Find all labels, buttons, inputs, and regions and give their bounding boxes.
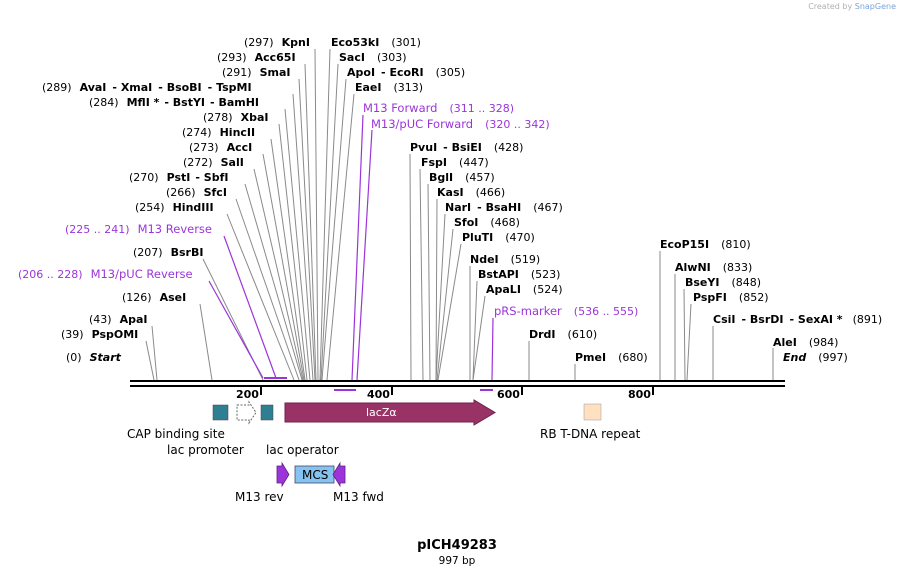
enzyme-AseI: (126) AseI xyxy=(122,291,186,304)
enzyme-MflI-group: (284) MflI * - BstYI - BamHI xyxy=(89,96,259,109)
enzyme-BseYI: BseYI (848) xyxy=(685,276,761,289)
enzyme-SfcI: (266) SfcI xyxy=(166,186,227,199)
m13-fwd-arrow xyxy=(332,461,346,488)
enzyme-ApoI-group: ApoI - EcoRI (305) xyxy=(347,66,465,79)
ruler-label-800: 800 xyxy=(628,388,651,401)
primer-m13-forward: M13 Forward (311 .. 328) xyxy=(363,101,514,115)
lac-promoter-label: lac promoter xyxy=(167,443,244,457)
mcs-label: MCS xyxy=(302,468,328,482)
enzyme-SmaI: (291) SmaI xyxy=(222,66,291,79)
lacZ-alpha-label: lacZα xyxy=(366,406,397,419)
cap-binding-site-box xyxy=(212,404,229,421)
ruler-label-600: 600 xyxy=(497,388,520,401)
enzyme-ApaLI: ApaLI (524) xyxy=(486,283,563,296)
features: lacZα CAP binding site lac promoter lac … xyxy=(127,399,641,504)
lac-operator-label: lac operator xyxy=(266,443,339,457)
snapgene-credit: Created by SnapGene xyxy=(808,2,896,11)
primer-prs-marker: pRS-marker (536 .. 555) xyxy=(494,304,638,318)
enzyme-PspFI: PspFI (852) xyxy=(693,291,769,304)
sequence-start: (0) Start xyxy=(66,351,122,364)
primer-m13-reverse: (225 .. 241) M13 Reverse xyxy=(65,222,212,236)
ruler-label-400: 400 xyxy=(367,388,390,401)
m13-rev-arrow xyxy=(276,461,290,488)
snapgene-brand: SnapGene xyxy=(854,2,896,11)
ruler-label-200: 200 xyxy=(236,388,259,401)
enzyme-labels-right: Eco53kI (301) SacI (303) ApoI - EcoRI (305) … xyxy=(331,36,882,364)
credit-prefix: Created by xyxy=(808,2,853,11)
primer-leader-lines xyxy=(208,114,494,391)
enzyme-HindIII: (254) HindIII xyxy=(135,201,214,214)
plasmid-name: pICH49283 xyxy=(417,538,497,553)
enzyme-DrdI: DrdI (610) xyxy=(529,328,597,341)
enzyme-PstI-group: (270) PstI - SbfI xyxy=(129,171,228,184)
sequence-end: End (997) xyxy=(783,351,848,364)
enzyme-Eco53kI: Eco53kI (301) xyxy=(331,36,421,49)
enzyme-AlwNI: AlwNI (833) xyxy=(675,261,752,274)
enzyme-PluTI: PluTI (470) xyxy=(462,231,535,244)
rb-tdna-repeat-label: RB T-DNA repeat xyxy=(540,427,641,441)
primer-m13-puc-forward: M13/pUC Forward (320 .. 342) xyxy=(371,117,550,131)
dna-backbone xyxy=(130,380,785,387)
enzyme-SacI: SacI (303) xyxy=(339,51,407,64)
enzyme-AleI: AleI (984) xyxy=(773,336,838,349)
enzyme-PmeI: PmeI (680) xyxy=(575,351,648,364)
primer-m13-puc-reverse: (206 .. 228) M13/pUC Reverse xyxy=(18,267,193,281)
lac-promoter-arrow xyxy=(236,400,257,425)
enzyme-PspOMI: (39) PspOMI xyxy=(61,328,138,341)
enzyme-NarI-group: NarI - BsaHI (467) xyxy=(445,201,563,214)
enzyme-labels-left: (297) KpnI (293) Acc65I (291) SmaI (289) Ava… xyxy=(42,36,310,364)
enzyme-SfoI: SfoI (468) xyxy=(454,216,520,229)
lacZ-alpha-arrow xyxy=(284,399,496,426)
enzyme-AccI: (273) AccI xyxy=(189,141,252,154)
enzyme-AvaI-group: (289) AvaI - XmaI - BsoBI - TspMI xyxy=(42,81,252,94)
enzyme-NdeI: NdeI (519) xyxy=(470,253,540,266)
ruler: 200 400 600 800 xyxy=(236,386,654,401)
lac-operator-box xyxy=(260,404,274,421)
enzyme-BglI: BglI (457) xyxy=(429,171,495,184)
enzyme-SalI: (272) SalI xyxy=(183,156,244,169)
rb-tdna-repeat-box xyxy=(583,403,602,421)
enzyme-ApaI: (43) ApaI xyxy=(89,313,148,326)
enzyme-EaeI: EaeI (313) xyxy=(355,81,423,94)
enzyme-CsiI-group: CsiI - BsrDI - SexAI * (891) xyxy=(713,313,882,326)
enzyme-HincII: (274) HincII xyxy=(182,126,255,139)
primer-labels: M13 Forward (311 .. 328) M13/pUC Forward(… xyxy=(18,101,638,318)
enzyme-Acc65I: (293) Acc65I xyxy=(217,51,296,64)
enzyme-BstAPI: BstAPI (523) xyxy=(478,268,560,281)
m13-fwd-label: M13 fwd xyxy=(333,490,384,504)
enzyme-EcoP15I: EcoP15I (810) xyxy=(660,238,751,251)
enzyme-PvuI-group: PvuI - BsiEI (428) xyxy=(410,141,523,154)
enzyme-BsrBI: (207) BsrBI xyxy=(133,246,203,259)
cap-binding-site-label: CAP binding site xyxy=(127,427,225,441)
enzyme-KasI: KasI (466) xyxy=(437,186,505,199)
enzyme-XbaI: (278) XbaI xyxy=(203,111,268,124)
plasmid-length: 997 bp xyxy=(438,555,476,567)
m13-rev-label: M13 rev xyxy=(235,490,284,504)
enzyme-KpnI: (297) KpnI xyxy=(244,36,310,49)
enzyme-FspI: FspI (447) xyxy=(421,156,489,169)
